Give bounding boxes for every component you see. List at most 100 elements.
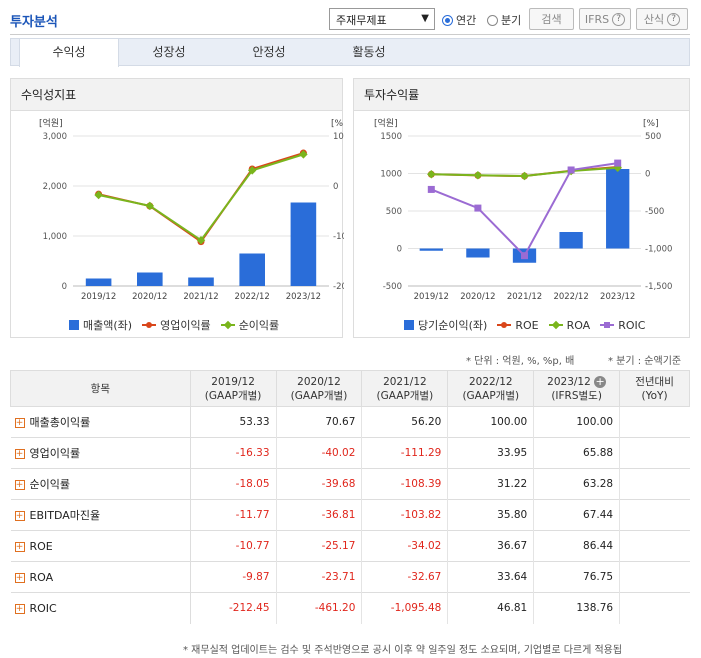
row-label-cell[interactable]: + EBITDA마진율 [10, 499, 191, 531]
quarter-note: * 분기 : 순액기준 [608, 356, 682, 367]
table-cell: -10.77 [190, 530, 277, 562]
table-cell: 33.64 [447, 561, 535, 593]
x-tick-label: 2022/12 [235, 292, 270, 302]
legend-line-diamond-icon [220, 320, 235, 330]
expand-plus-icon[interactable]: + [14, 449, 25, 459]
chart-bar [606, 169, 630, 249]
tab-profitability[interactable]: 수익성 [19, 39, 119, 67]
chart-point [299, 150, 308, 159]
expand-plus-icon[interactable]: + [594, 374, 607, 388]
return-chart: [억원] [%] 1500 500 1000 0 500 -500 0 -1,000 -500 -1,… [374, 117, 672, 302]
row-label-cell[interactable]: + 영업이익률 [10, 437, 191, 469]
question-icon: ? [667, 12, 681, 26]
search-button[interactable]: 검색 [529, 8, 574, 30]
x-tick-label: 2022/12 [553, 292, 588, 302]
table-cell: 46.81 [447, 592, 535, 624]
expand-plus-icon[interactable]: + [14, 511, 25, 521]
chart-point [94, 190, 103, 200]
table-cell [619, 406, 690, 438]
return-chart-title: 투자수익률 [354, 79, 689, 111]
legend-label: 순이익률 [238, 319, 280, 332]
row-label-cell[interactable]: + ROE [10, 530, 191, 562]
legend-label: ROE [515, 318, 539, 332]
table-cell: -212.45 [190, 592, 277, 624]
table-cell: -111.29 [361, 437, 449, 469]
row-label: ROA [29, 570, 54, 584]
y-tick-label-right: -500 [645, 207, 664, 217]
profitability-legend: 매출액(좌) 영업이익률 순이익률 [69, 317, 279, 333]
table-row: + ROIC -212.45 -461.20 -1,095.48 46.81 138.76 [10, 592, 690, 624]
x-tick-label: 2019/12 [81, 292, 116, 302]
expand-plus-icon[interactable]: + [14, 480, 25, 490]
expand-plus-icon[interactable]: + [14, 418, 25, 428]
y-tick-label-left: 0 [62, 282, 67, 292]
table-cell: 36.67 [447, 530, 535, 562]
radio-annual[interactable]: 연간 [442, 12, 476, 28]
profitability-chart-panel: 수익성지표 [억원] [%] 3,000 100 2,000 0 1,000 -100 0 -20… [10, 78, 344, 338]
legend-bar-icon [69, 320, 79, 330]
table-cell: 67.44 [533, 499, 621, 531]
row-label-cell[interactable]: + 순이익률 [10, 468, 191, 500]
formula-button[interactable]: 산식 ? [636, 8, 688, 30]
col-header-basis: (IFRS별도) [551, 389, 602, 402]
chart-bar [239, 253, 265, 286]
table-cell [619, 561, 690, 593]
x-tick-label: 2023/12 [286, 292, 321, 302]
table-row: + EBITDA마진율 -11.77 -36.81 -103.82 35.80 67.44 [10, 499, 690, 531]
chart-bar [137, 272, 163, 286]
y-tick-label-right: 500 [645, 132, 661, 142]
radio-quarter[interactable]: 분기 [487, 12, 521, 28]
legend-item-roa: ROA [548, 318, 591, 332]
row-label-cell[interactable]: + ROIC [10, 592, 191, 624]
chart-bar [290, 202, 317, 286]
table-row: + 영업이익률 -16.33 -40.02 -111.29 33.95 65.88 [10, 437, 690, 469]
y-axis-unit-left: [억원] [39, 117, 63, 129]
legend-line-diamond-icon [548, 320, 563, 330]
y-tick-label-right: -1,000 [645, 245, 672, 255]
statement-select[interactable]: 주재무제표 ▼ [329, 8, 435, 30]
col-header: 2022/12 (GAAP개별) [447, 370, 535, 407]
y-tick-label-right: -100 [333, 232, 344, 242]
table-cell: -34.02 [361, 530, 449, 562]
table-cell [619, 468, 690, 500]
expand-plus-icon[interactable]: + [14, 603, 25, 614]
chart-bar [188, 277, 214, 286]
legend-label: 매출액(좌) [83, 319, 133, 332]
row-label-cell[interactable]: + ROA [10, 561, 191, 593]
legend-label: ROA [566, 318, 591, 332]
legend-bar-icon [404, 320, 414, 330]
expand-plus-icon[interactable]: + [14, 541, 25, 552]
ifrs-button[interactable]: IFRS ? [579, 8, 631, 30]
table-cell [619, 437, 690, 469]
y-tick-label-right: -200 [333, 282, 344, 292]
return-legend: 당기순이익(좌) ROE ROA ROIC [404, 317, 645, 333]
table-cell: 33.95 [447, 437, 535, 469]
table-cell [619, 530, 690, 562]
expand-plus-icon[interactable]: + [14, 572, 25, 583]
col-header-basis: (GAAP개별) [376, 389, 434, 402]
y-tick-label-left: 1,000 [43, 232, 67, 242]
y-tick-label-left: 1000 [380, 170, 402, 180]
chart-bar [85, 278, 112, 286]
table-cell [619, 592, 690, 624]
y-tick-label-right: -1,500 [645, 282, 672, 292]
profitability-table: 항목 2019/12 (GAAP개별) 2020/12 (GAAP개별) 2021/… [10, 370, 690, 624]
table-cell: -1,095.48 [361, 592, 449, 624]
col-header: 2023/12 + (IFRS별도) [533, 370, 621, 407]
chart-point [614, 159, 622, 167]
legend-label: 영업이익률 [160, 319, 211, 332]
tab-growth[interactable]: 성장성 [152, 45, 186, 59]
table-header-row: 항목 2019/12 (GAAP개별) 2020/12 (GAAP개별) 2021/… [10, 370, 690, 407]
tab-stability[interactable]: 안정성 [252, 45, 286, 59]
chart-point [427, 169, 436, 179]
chart-bar [466, 248, 490, 258]
row-label: 영업이익률 [29, 447, 81, 460]
row-label-cell[interactable]: + 매출총이익률 [10, 406, 191, 438]
tab-activity[interactable]: 활동성 [352, 45, 386, 59]
y-tick-label-left: 2,000 [43, 182, 67, 192]
chart-point [567, 166, 575, 174]
header-divider [10, 34, 690, 35]
table-cell: 53.33 [190, 406, 277, 438]
table-cell: 76.75 [533, 561, 621, 593]
legend-item-op-margin: 영업이익률 [142, 317, 211, 333]
